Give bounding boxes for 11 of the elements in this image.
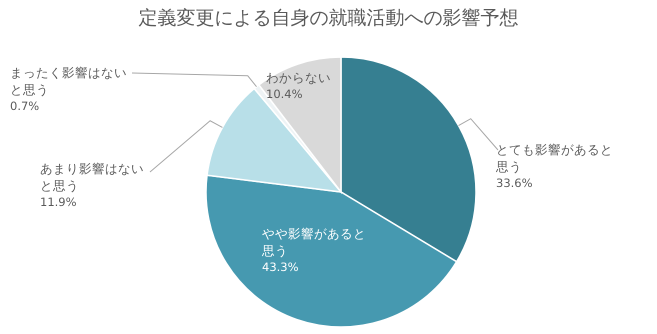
data-label: 33.6% xyxy=(496,175,534,192)
data-label: 43.3% xyxy=(262,259,300,276)
slice-label: あまり影響はないと思う xyxy=(40,161,144,193)
data-label: 11.9% xyxy=(40,194,78,211)
chart-title: 定義変更による自身の就職活動への影響予想 xyxy=(138,6,520,30)
data-label: 0.7% xyxy=(10,98,40,115)
slice-label: とても影響があると思う xyxy=(496,142,613,174)
slice-label: やや影響があると思う xyxy=(262,226,366,258)
slice-label: まったく影響はないと思う xyxy=(10,65,127,97)
slice-label: わからない xyxy=(266,70,331,85)
data-label: 10.4% xyxy=(266,86,304,103)
